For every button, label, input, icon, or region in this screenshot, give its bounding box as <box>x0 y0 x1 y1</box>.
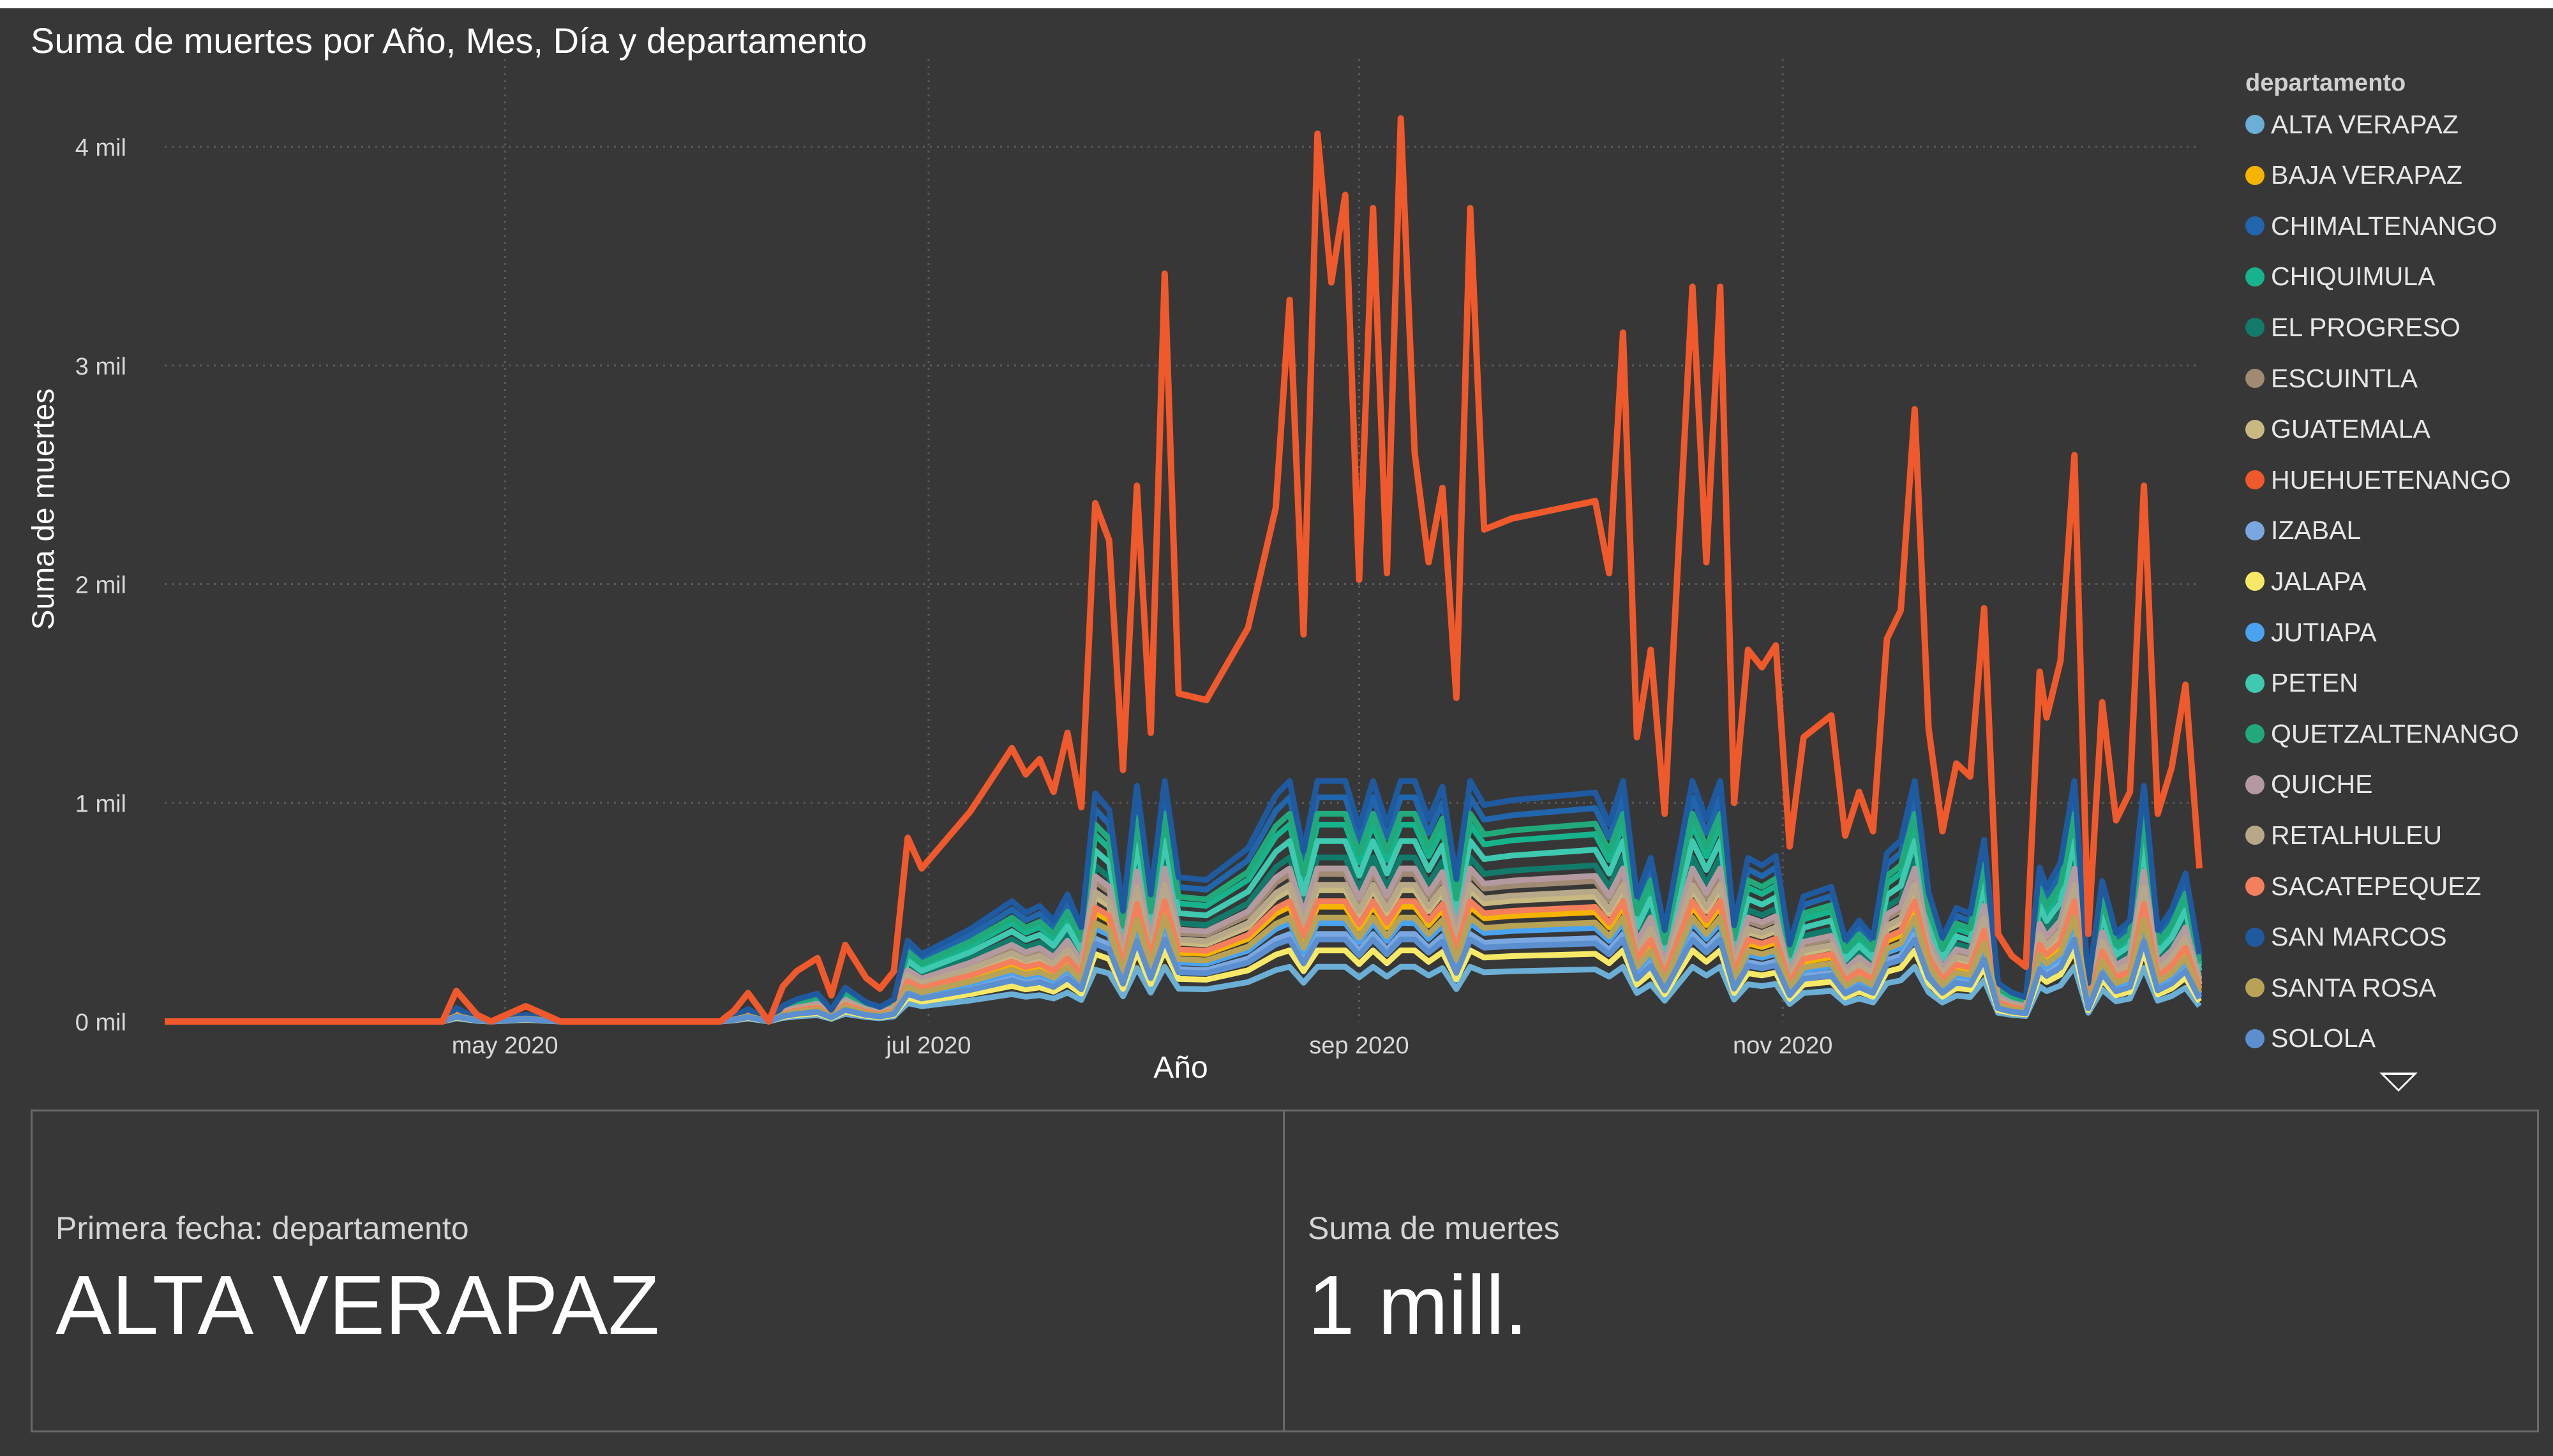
legend-label: GUATEMALA <box>2271 414 2430 444</box>
card-value: 1 mill. <box>1308 1258 1528 1352</box>
legend-label: CHIMALTENANGO <box>2271 211 2497 241</box>
legend-item[interactable]: ESCUINTLA <box>2245 358 2418 399</box>
legend-swatch <box>2245 165 2265 185</box>
series-line-huehuetenango <box>165 115 2203 1025</box>
chart-title: Suma de muertes por Año, Mes, Día y depa… <box>31 20 867 61</box>
legend-label: PETEN <box>2271 668 2358 698</box>
legend-item[interactable]: PETEN <box>2245 663 2358 704</box>
card-first-date: Primera fecha: departamento ALTA VERAPAZ <box>31 1110 1285 1432</box>
legend-item[interactable]: QUICHE <box>2245 764 2372 805</box>
legend-swatch <box>2245 623 2265 642</box>
legend-swatch <box>2245 216 2265 236</box>
legend-label: QUICHE <box>2271 769 2373 799</box>
legend-item[interactable]: CHIQUIMULA <box>2245 256 2435 297</box>
x-tick-label: jul 2020 <box>885 1032 971 1059</box>
legend-item[interactable]: QUETZALTENANGO <box>2245 713 2519 754</box>
legend-item[interactable]: BAJA VERAPAZ <box>2245 155 2462 196</box>
card-label: Primera fecha: departamento <box>56 1210 469 1246</box>
legend-swatch <box>2245 470 2265 490</box>
y-axis: 0 mil 1 mil 2 mil 3 mil 4 mil <box>75 135 126 1036</box>
legend-swatch <box>2245 927 2265 947</box>
y-tick-label: 0 mil <box>75 1009 126 1036</box>
legend-item[interactable]: SANTA ROSA <box>2245 967 2436 1008</box>
legend-item[interactable]: SAN MARCOS <box>2245 917 2447 958</box>
legend-swatch <box>2245 267 2265 286</box>
legend-label: IZABAL <box>2271 516 2362 546</box>
x-axis: may 2020 jul 2020 sep 2020 nov 2020 <box>452 1032 1833 1059</box>
legend-swatch <box>2245 775 2265 794</box>
legend-item[interactable]: EL PROGRESO <box>2245 307 2460 348</box>
legend-label: SANTA ROSA <box>2271 972 2436 1002</box>
x-tick-label: sep 2020 <box>1309 1032 1409 1059</box>
legend-title: departamento <box>2245 70 2406 96</box>
legend-swatch <box>2245 419 2265 439</box>
legend-item[interactable]: HUEHUETENANGO <box>2245 459 2511 500</box>
y-axis-title: Suma de muertes <box>27 389 61 630</box>
legend-label: ALTA VERAPAZ <box>2271 109 2459 139</box>
legend-label: SAN MARCOS <box>2271 922 2447 952</box>
legend-item[interactable]: JUTIAPA <box>2245 612 2377 653</box>
legend-swatch <box>2245 115 2265 134</box>
legend-item[interactable]: CHIMALTENANGO <box>2245 205 2497 246</box>
series-line-san-marcos <box>165 778 2203 1025</box>
y-tick-label: 4 mil <box>75 135 126 161</box>
series-lines <box>165 115 2203 1025</box>
y-tick-label: 2 mil <box>75 572 126 599</box>
legend-label: EL PROGRESO <box>2271 312 2460 342</box>
x-tick-label: may 2020 <box>452 1032 558 1059</box>
legend-item[interactable]: SACATEPEQUEZ <box>2245 866 2482 907</box>
legend-label: HUEHUETENANGO <box>2271 464 2511 494</box>
legend-label: SOLOLA <box>2271 1023 2376 1053</box>
legend-label: RETALHULEU <box>2271 820 2443 850</box>
legend-label: QUETZALTENANGO <box>2271 718 2519 748</box>
legend-label: CHIQUIMULA <box>2271 262 2436 292</box>
legend-label: BAJA VERAPAZ <box>2271 160 2463 190</box>
legend-swatch <box>2245 724 2265 744</box>
legend-scroll-down-icon[interactable] <box>2379 1073 2418 1092</box>
line-chart[interactable]: 0 mil 1 mil 2 mil 3 mil 4 mil may 2020 jul 20… <box>0 8 2553 1099</box>
card-label: Suma de muertes <box>1308 1210 1560 1246</box>
x-axis-title: Año <box>1153 1051 1208 1085</box>
legend-item[interactable]: ALTA VERAPAZ <box>2245 104 2459 145</box>
legend-swatch <box>2245 572 2265 591</box>
legend-swatch <box>2245 369 2265 388</box>
legend-swatch <box>2245 877 2265 896</box>
legend-swatch <box>2245 826 2265 845</box>
card-sum-deaths: Suma de muertes 1 mill. <box>1283 1110 2539 1432</box>
legend-swatch <box>2245 978 2265 998</box>
y-tick-label: 1 mil <box>75 791 126 817</box>
legend-swatch <box>2245 521 2265 540</box>
legend-label: SACATEPEQUEZ <box>2271 871 2482 901</box>
legend-item[interactable]: SOLOLA <box>2245 1018 2376 1059</box>
legend-item[interactable]: JALAPA <box>2245 561 2367 602</box>
legend-item[interactable]: RETALHULEU <box>2245 815 2442 856</box>
legend-label: JALAPA <box>2271 566 2367 596</box>
legend-swatch <box>2245 673 2265 693</box>
legend-label: JUTIAPA <box>2271 617 2377 647</box>
legend-item[interactable]: GUATEMALA <box>2245 409 2430 450</box>
report-canvas: Suma de muertes por Año, Mes, Día y depa… <box>0 8 2553 1456</box>
legend-swatch <box>2245 318 2265 338</box>
legend-swatch <box>2245 1029 2265 1048</box>
legend-item[interactable]: IZABAL <box>2245 510 2361 551</box>
legend-label: ESCUINTLA <box>2271 363 2418 393</box>
series-line-solola <box>165 937 2203 1025</box>
x-tick-label: nov 2020 <box>1733 1032 1832 1059</box>
card-value: ALTA VERAPAZ <box>56 1258 660 1352</box>
y-tick-label: 3 mil <box>75 353 126 380</box>
